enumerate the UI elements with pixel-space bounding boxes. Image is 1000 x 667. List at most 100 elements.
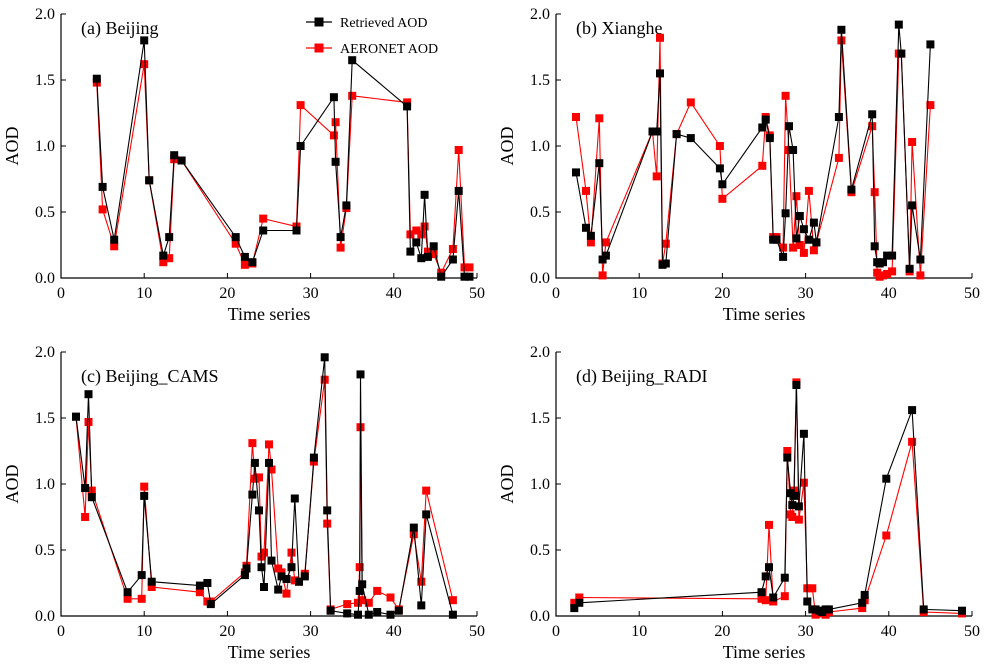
beijing-radi-ylabel: AOD <box>497 465 517 504</box>
xianghe-aeronet-point <box>883 270 892 278</box>
xianghe-retrieved-point <box>905 264 914 273</box>
beijing-radi-retrieved-point <box>570 604 579 613</box>
beijing-retrieved-point <box>231 233 240 242</box>
xianghe-aeronet-point <box>718 194 727 203</box>
beijing-retrieved-point <box>336 233 345 242</box>
beijing-cams-retrieved-point <box>265 458 273 467</box>
beijing-cams-retrieved-point <box>422 510 431 519</box>
xianghe-retrieved-point <box>779 252 788 261</box>
beijing-cams-retrieved-point <box>242 564 251 573</box>
xianghe-aeronet-point <box>598 271 607 280</box>
beijing-retrieved-point <box>170 151 179 160</box>
beijing-retrieved-point <box>98 182 107 191</box>
xianghe-retrieved-point <box>582 223 590 232</box>
beijing-aeronet-point <box>296 101 305 110</box>
beijing-aeronet-point <box>159 258 168 267</box>
beijing-retrieved-point <box>460 272 469 281</box>
beijing-radi-retrieved-point <box>824 605 833 614</box>
beijing-cams-retrieved-point <box>123 588 132 597</box>
beijing-radi-aeronet-point <box>799 478 808 487</box>
beijing-xtick-label: 40 <box>386 285 402 302</box>
xianghe-aeronet-point <box>595 114 604 123</box>
beijing-retrieved-point <box>348 56 357 65</box>
beijing-cams-retrieved-point <box>81 484 90 492</box>
xianghe-aeronet-point <box>804 186 813 195</box>
beijing-radi-aeronet-point <box>882 531 891 540</box>
beijing-radi-xtick-label: 10 <box>631 623 647 640</box>
xianghe-xtick-label: 40 <box>881 285 897 302</box>
beijing-cams-ytick-label: 1.0 <box>35 476 55 493</box>
xianghe-ytick-label: 1.0 <box>530 138 550 155</box>
beijing-retrieved-point <box>454 186 463 195</box>
beijing-cams-aeronet-point <box>364 598 373 607</box>
xianghe-xtick-label: 30 <box>798 285 814 302</box>
beijing-aeronet-point <box>331 118 340 127</box>
beijing-radi-xtick-label: 40 <box>881 623 897 640</box>
beijing-cams-retrieved-point <box>355 586 364 595</box>
beijing-xtick-label: 10 <box>136 285 152 302</box>
xianghe-ytick-label: 1.5 <box>530 72 550 89</box>
xianghe-aeronet-point <box>781 91 790 100</box>
beijing-aeronet-point <box>460 263 469 272</box>
beijing-cams-retrieved-point <box>309 453 318 462</box>
beijing-radi-retrieved-point <box>783 453 792 462</box>
xianghe-retrieved-point <box>781 209 790 218</box>
beijing-aeronet-point <box>448 245 457 253</box>
xianghe-aeronet-point <box>789 243 798 252</box>
beijing-aeronet-point <box>329 131 338 140</box>
xianghe-retrieved-point <box>648 127 657 136</box>
beijing-cams-xtick-label: 40 <box>386 623 402 640</box>
xianghe-aeronet-point <box>686 98 695 107</box>
beijing-cams-ylabel: AOD <box>2 465 22 504</box>
xianghe-retrieved-point <box>789 146 798 154</box>
xianghe-retrieved-point <box>897 49 906 58</box>
beijing-cams-aeronet-point <box>354 598 362 607</box>
xianghe-retrieved-point <box>795 212 804 220</box>
beijing-cams-aeronet-point <box>343 600 352 609</box>
beijing-cams-aeronet-point <box>137 594 146 603</box>
xianghe-retrieved-point <box>758 123 767 132</box>
xianghe-retrieved-point <box>847 185 856 194</box>
xianghe-retrieved-point <box>894 20 903 29</box>
legend-marker-retrieved <box>314 17 324 27</box>
xianghe-retrieved-point <box>879 258 887 267</box>
beijing-cams-retrieved-point <box>320 353 329 362</box>
beijing-cams-retrieved-point <box>140 491 149 500</box>
beijing-retrieved-point <box>429 242 438 251</box>
beijing-cams-xtick-label: 0 <box>57 623 65 640</box>
xianghe-ytick-label: 2.0 <box>530 6 550 23</box>
beijing-ytick-label: 0.0 <box>35 270 55 287</box>
beijing-aeronet-point <box>412 226 421 235</box>
beijing-radi-aeronet-point <box>858 604 867 613</box>
xianghe-aeronet-line <box>575 37 931 278</box>
beijing-aeronet-point <box>240 260 249 269</box>
beijing-cams-aeronet-point <box>255 473 263 482</box>
xianghe-aeronet-point <box>795 241 804 249</box>
beijing-ytick-label: 1.0 <box>35 138 55 155</box>
beijing-retrieved-point <box>248 258 257 267</box>
beijing-retrieved-point <box>437 272 446 281</box>
xianghe-retrieved-point <box>868 110 877 119</box>
beijing-cams-retrieved-point <box>274 585 283 594</box>
xianghe-retrieved-point <box>837 25 846 34</box>
beijing-aeronet-point <box>465 263 474 272</box>
beijing-retrieved-point <box>292 226 301 235</box>
xianghe-ytick-label: 0.0 <box>530 270 550 287</box>
beijing-cams-retrieved-point <box>203 579 212 587</box>
beijing-retrieved-point <box>259 226 268 235</box>
beijing-cams-retrieved-point <box>295 577 303 586</box>
beijing-cams-aeronet-point <box>84 418 93 426</box>
beijing-retrieved-point <box>165 233 174 242</box>
beijing-cams-xtick-label: 20 <box>219 623 235 640</box>
beijing-radi-xtick-label: 0 <box>552 623 560 640</box>
beijing-retrieved-point <box>145 176 154 185</box>
xianghe-title: (b) Xianghe <box>576 18 662 39</box>
xianghe-retrieved-point <box>804 235 813 244</box>
xianghe-retrieved-point <box>834 113 843 121</box>
beijing-retrieved-point <box>403 102 412 111</box>
xianghe-retrieved-point <box>799 225 808 234</box>
legend-label-aeronet: AERONET AOD <box>340 42 438 57</box>
xianghe-ytick-label: 0.5 <box>530 204 550 221</box>
beijing-radi-retrieved-point <box>792 381 801 389</box>
beijing-radi-aeronet-point <box>908 437 917 446</box>
